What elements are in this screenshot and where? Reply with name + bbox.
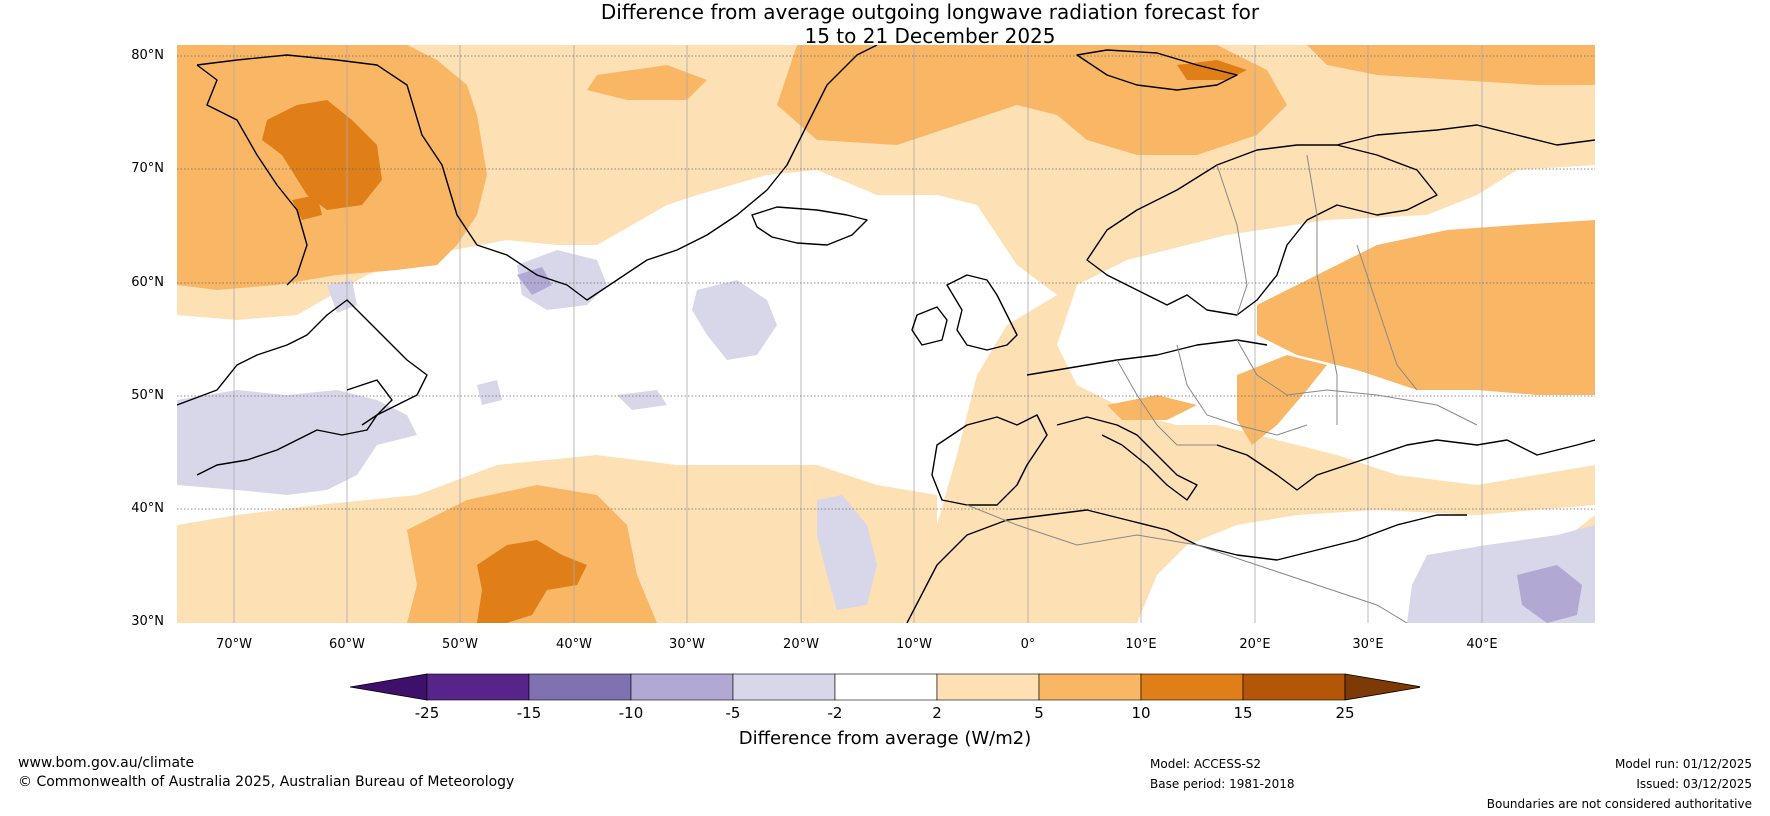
colorbar-tick-5: 5 — [1034, 704, 1044, 722]
lat-label-50n: 50°N — [131, 388, 164, 403]
ireland-coast — [911, 306, 948, 346]
iceland-coast — [751, 206, 868, 246]
colorbar-tick-25: 25 — [1335, 704, 1355, 722]
lon-label-20e: 20°E — [1239, 637, 1271, 652]
colorbar-segment-7 — [1038, 673, 1142, 701]
graticule — [233, 45, 1483, 623]
lat-label-60n: 60°N — [131, 275, 164, 290]
colorbar-segment-5 — [834, 673, 938, 701]
anomaly-10-to-15-regions — [262, 60, 1247, 623]
colorbar-segment-3 — [630, 673, 734, 701]
colorbar-segment-6 — [936, 673, 1040, 701]
lon-label-50w: 50°W — [442, 637, 478, 652]
lon-label-70w: 70°W — [216, 637, 252, 652]
lon-label-0: 0° — [1020, 637, 1036, 652]
svalbard-coast — [1076, 49, 1238, 91]
lon-label-30e: 30°E — [1352, 637, 1384, 652]
lon-label-60w: 60°W — [329, 637, 365, 652]
colorbar-segment-4 — [732, 673, 836, 701]
north-europe-coast — [1026, 339, 1268, 376]
colorbar-tick-10: 10 — [1131, 704, 1151, 722]
map-panel — [177, 45, 1595, 623]
colorbar-tick--15: -15 — [516, 704, 542, 722]
lat-label-30n: 30°N — [131, 614, 164, 629]
chart-title: Difference from average outgoing longwav… — [0, 0, 1770, 48]
coastlines — [177, 45, 1595, 623]
footer-issued: Issued: 03/12/2025 — [1636, 777, 1752, 791]
north-africa-coast — [906, 509, 1467, 623]
footer-copyright: © Commonwealth of Australia 2025, Austra… — [18, 774, 515, 790]
colorbar-tick-15: 15 — [1233, 704, 1253, 722]
map-svg — [177, 45, 1595, 623]
colorbar-segment-9 — [1242, 673, 1346, 701]
footer-model-run: Model run: 01/12/2025 — [1614, 757, 1752, 771]
iberia-coast — [931, 414, 1048, 506]
russia-north-coast — [1336, 124, 1595, 146]
lon-label-40e: 40°E — [1466, 637, 1498, 652]
colorbar-extend-low — [350, 673, 428, 701]
lon-label-30w: 30°W — [669, 637, 705, 652]
footer-disclaimer: Boundaries are not considered authoritat… — [1486, 797, 1752, 811]
colorbar-tick--10: -10 — [618, 704, 644, 722]
footer-model: Model: ACCESS-S2 — [1150, 757, 1262, 771]
colorbar-tick--2: -2 — [827, 704, 843, 722]
colorbar-extend-high — [1344, 673, 1420, 701]
anomaly-minus10-to-minus5-regions — [517, 267, 1582, 623]
balkans-blacksea-coast — [1216, 439, 1595, 491]
lon-label-10e: 10°E — [1125, 637, 1157, 652]
lon-label-40w: 40°W — [556, 637, 592, 652]
newfoundland-coast — [346, 379, 393, 426]
footer-base-period: Base period: 1981-2018 — [1150, 777, 1295, 791]
colorbar-title: Difference from average (W/m2) — [738, 728, 1032, 749]
lon-label-20w: 20°W — [783, 637, 819, 652]
colorbar-tick-2: 2 — [932, 704, 942, 722]
italy-coast — [1056, 416, 1198, 501]
colorbar-tick--5: -5 — [725, 704, 741, 722]
greenland-west-coast — [196, 64, 308, 286]
lat-label-70n: 70°N — [131, 161, 164, 176]
colorbar-segment-1 — [426, 673, 530, 701]
title-line-1: Difference from average outgoing longwav… — [600, 0, 1260, 24]
country-borders — [966, 154, 1478, 623]
lat-label-80n: 80°N — [131, 48, 164, 63]
great-britain-coast — [946, 274, 1018, 351]
greenland-coast — [196, 45, 878, 301]
anomaly-minus5-to-minus2-regions — [177, 250, 1595, 623]
colorbar — [350, 673, 1420, 701]
colorbar-segment-2 — [528, 673, 632, 701]
colorbar-tick--25: -25 — [414, 704, 440, 722]
lat-label-40n: 40°N — [131, 501, 164, 516]
lon-label-10w: 10°W — [896, 637, 932, 652]
title-line-2: 15 to 21 December 2025 — [804, 24, 1056, 48]
scandinavia-coast — [1086, 144, 1438, 316]
colorbar-segment-8 — [1140, 673, 1244, 701]
footer-website: www.bom.gov.au/climate — [18, 755, 195, 771]
canada-coast — [177, 299, 428, 476]
